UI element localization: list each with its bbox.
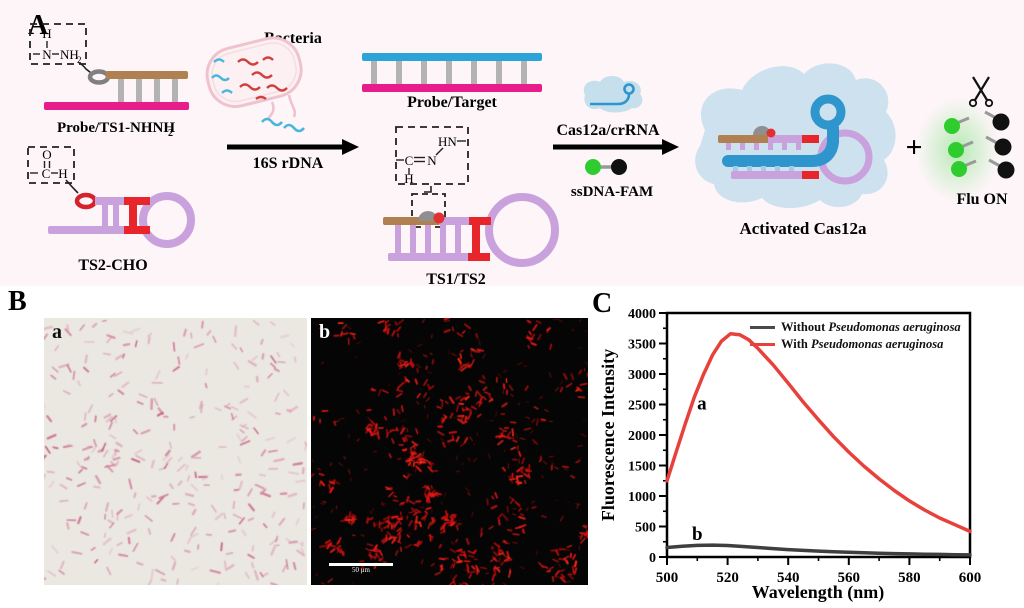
target-strand	[362, 53, 542, 61]
hydrazide-chem-box	[29, 23, 87, 65]
panel-c-chart: C Wavelength (nm) Fluorescence Intensity…	[590, 288, 1024, 608]
y-tick-label: 2500	[628, 399, 656, 414]
y-tick-label: 0	[649, 551, 656, 566]
fam-dye-icon	[585, 159, 601, 175]
y-tick-label: 4000	[628, 307, 656, 322]
x-tick-label: 520	[716, 570, 739, 586]
y-tick-label: 2000	[628, 429, 656, 444]
panel-a-letter: A	[28, 10, 49, 41]
legend-row-with: With Pseudomonas aeruginosa	[750, 336, 961, 353]
y-tick-label: 1500	[628, 460, 656, 475]
x-tick-label: 580	[898, 570, 921, 586]
micrograph-brightfield: a	[44, 318, 307, 585]
probe-ts1-label: Probe/TS1-NHNH	[57, 120, 175, 136]
crrna-loop-icon	[623, 83, 635, 95]
series-b	[665, 543, 972, 557]
ts2-loop-2	[485, 193, 559, 267]
y-tick-label: 3000	[628, 368, 656, 383]
micrograph-fluorescence: b 50 μm	[311, 318, 588, 585]
x-axis-label: Wavelength (nm)	[752, 582, 885, 603]
probe-ts1-complex: H N NH 2 Probe/TS1-NHNH 2	[29, 23, 189, 139]
panel-c-letter: C	[592, 288, 613, 319]
chem-n: N	[42, 47, 52, 62]
panel-a-schematic: A H N NH 2 Probe/TS1-NHNH 2 O	[0, 0, 1024, 286]
scissors-icon	[968, 76, 994, 108]
y-tick-label: 500	[635, 521, 656, 536]
ts1-strand	[106, 71, 188, 79]
legend-swatch-without	[750, 325, 775, 330]
activated-cas12a: Activated Cas12a	[695, 63, 896, 238]
y-axis-label: Fluorescence Intensity	[598, 349, 618, 521]
chem-h2: H	[58, 166, 67, 181]
x-tick-label: 600	[959, 570, 982, 586]
series-a	[665, 331, 972, 534]
cleaved-fam-1	[944, 118, 960, 134]
target-blue-strand	[722, 122, 839, 167]
released-rdna	[261, 117, 283, 127]
chem-o: O	[42, 147, 51, 162]
micrograph-b-label: b	[319, 321, 331, 343]
ts1-ts2-label: TS1/TS2	[426, 271, 486, 286]
cas12a-crrna-label: Cas12a/crRNA	[556, 122, 660, 139]
chem-c2: C	[405, 153, 414, 168]
hydrazone-junction-gray	[418, 211, 438, 221]
y-tick-label: 3500	[628, 338, 656, 353]
cleaved-quencher-2	[994, 138, 1012, 156]
chart-legend: Without Pseudomonas aeruginosa With Pseu…	[750, 319, 961, 353]
blue-loop	[810, 94, 846, 130]
x-tick-label: 500	[656, 570, 679, 586]
chem-c: C	[42, 166, 51, 181]
x-tick-label: 560	[838, 570, 861, 586]
scale-bar-text: 50 μm	[352, 566, 370, 574]
flu-on-label: Flu ON	[956, 191, 1008, 208]
flu-on-group: Flu ON	[916, 76, 1015, 208]
cleaved-quencher-3	[997, 161, 1015, 179]
legend-swatch-with	[750, 342, 775, 347]
curve-label-a: a	[697, 393, 707, 414]
probe-strand	[44, 102, 189, 110]
probe-ts1-label-sub: 2	[168, 128, 173, 139]
cleaved-fam-2	[948, 142, 964, 158]
quencher-icon	[611, 159, 627, 175]
ssdna-fam-label: ssDNA-FAM	[571, 184, 653, 200]
chem-n2: N	[427, 153, 437, 168]
probe-target-duplex: Probe/Target	[362, 53, 542, 111]
micrograph-a-label: a	[52, 321, 62, 343]
scale-bar-line	[329, 563, 393, 566]
ts1-ts2-complex: TS1/TS2	[383, 193, 559, 286]
chem-h3: H	[404, 171, 413, 186]
activated-cas12a-label: Activated Cas12a	[739, 219, 867, 238]
fluorescence-image	[311, 318, 588, 585]
panel-b-letter: B	[8, 286, 27, 317]
curve-label-b: b	[692, 524, 703, 545]
y-tick-label: 1000	[628, 490, 656, 505]
ts2-cho-hairpin: O C H TS2-CHO	[27, 146, 195, 274]
arrow1-label: 16S rDNA	[253, 155, 324, 172]
aldehyde-chem-box	[27, 146, 75, 184]
reaction-arrow-1: 16S rDNA	[227, 139, 359, 172]
chem-nh-sub: 2	[77, 55, 82, 65]
x-tick-label: 540	[777, 570, 800, 586]
chem-h: H	[42, 26, 51, 41]
probe-target-label: Probe/Target	[407, 94, 497, 111]
bacteria-cell: Bacteria	[205, 30, 322, 133]
cleaved-quencher-1	[992, 113, 1010, 131]
hydrazone-chem-box	[395, 126, 469, 185]
chem-hn: HN	[438, 134, 457, 149]
ts2-cho-label: TS2-CHO	[78, 257, 147, 274]
legend-row-without: Without Pseudomonas aeruginosa	[750, 319, 961, 336]
fluorescence-chart: Wavelength (nm) Fluorescence Intensity 0…	[598, 307, 982, 603]
cleaved-fam-3	[951, 161, 967, 177]
scale-bar: 50 μm	[329, 563, 393, 574]
ts2-loop	[139, 192, 195, 248]
brightfield-image	[44, 318, 307, 585]
chem-nh: NH	[60, 47, 79, 62]
reaction-arrow-2: Cas12a/crRNA ssDNA-FAM	[553, 76, 679, 200]
hydrazone-junction-red	[433, 212, 445, 224]
